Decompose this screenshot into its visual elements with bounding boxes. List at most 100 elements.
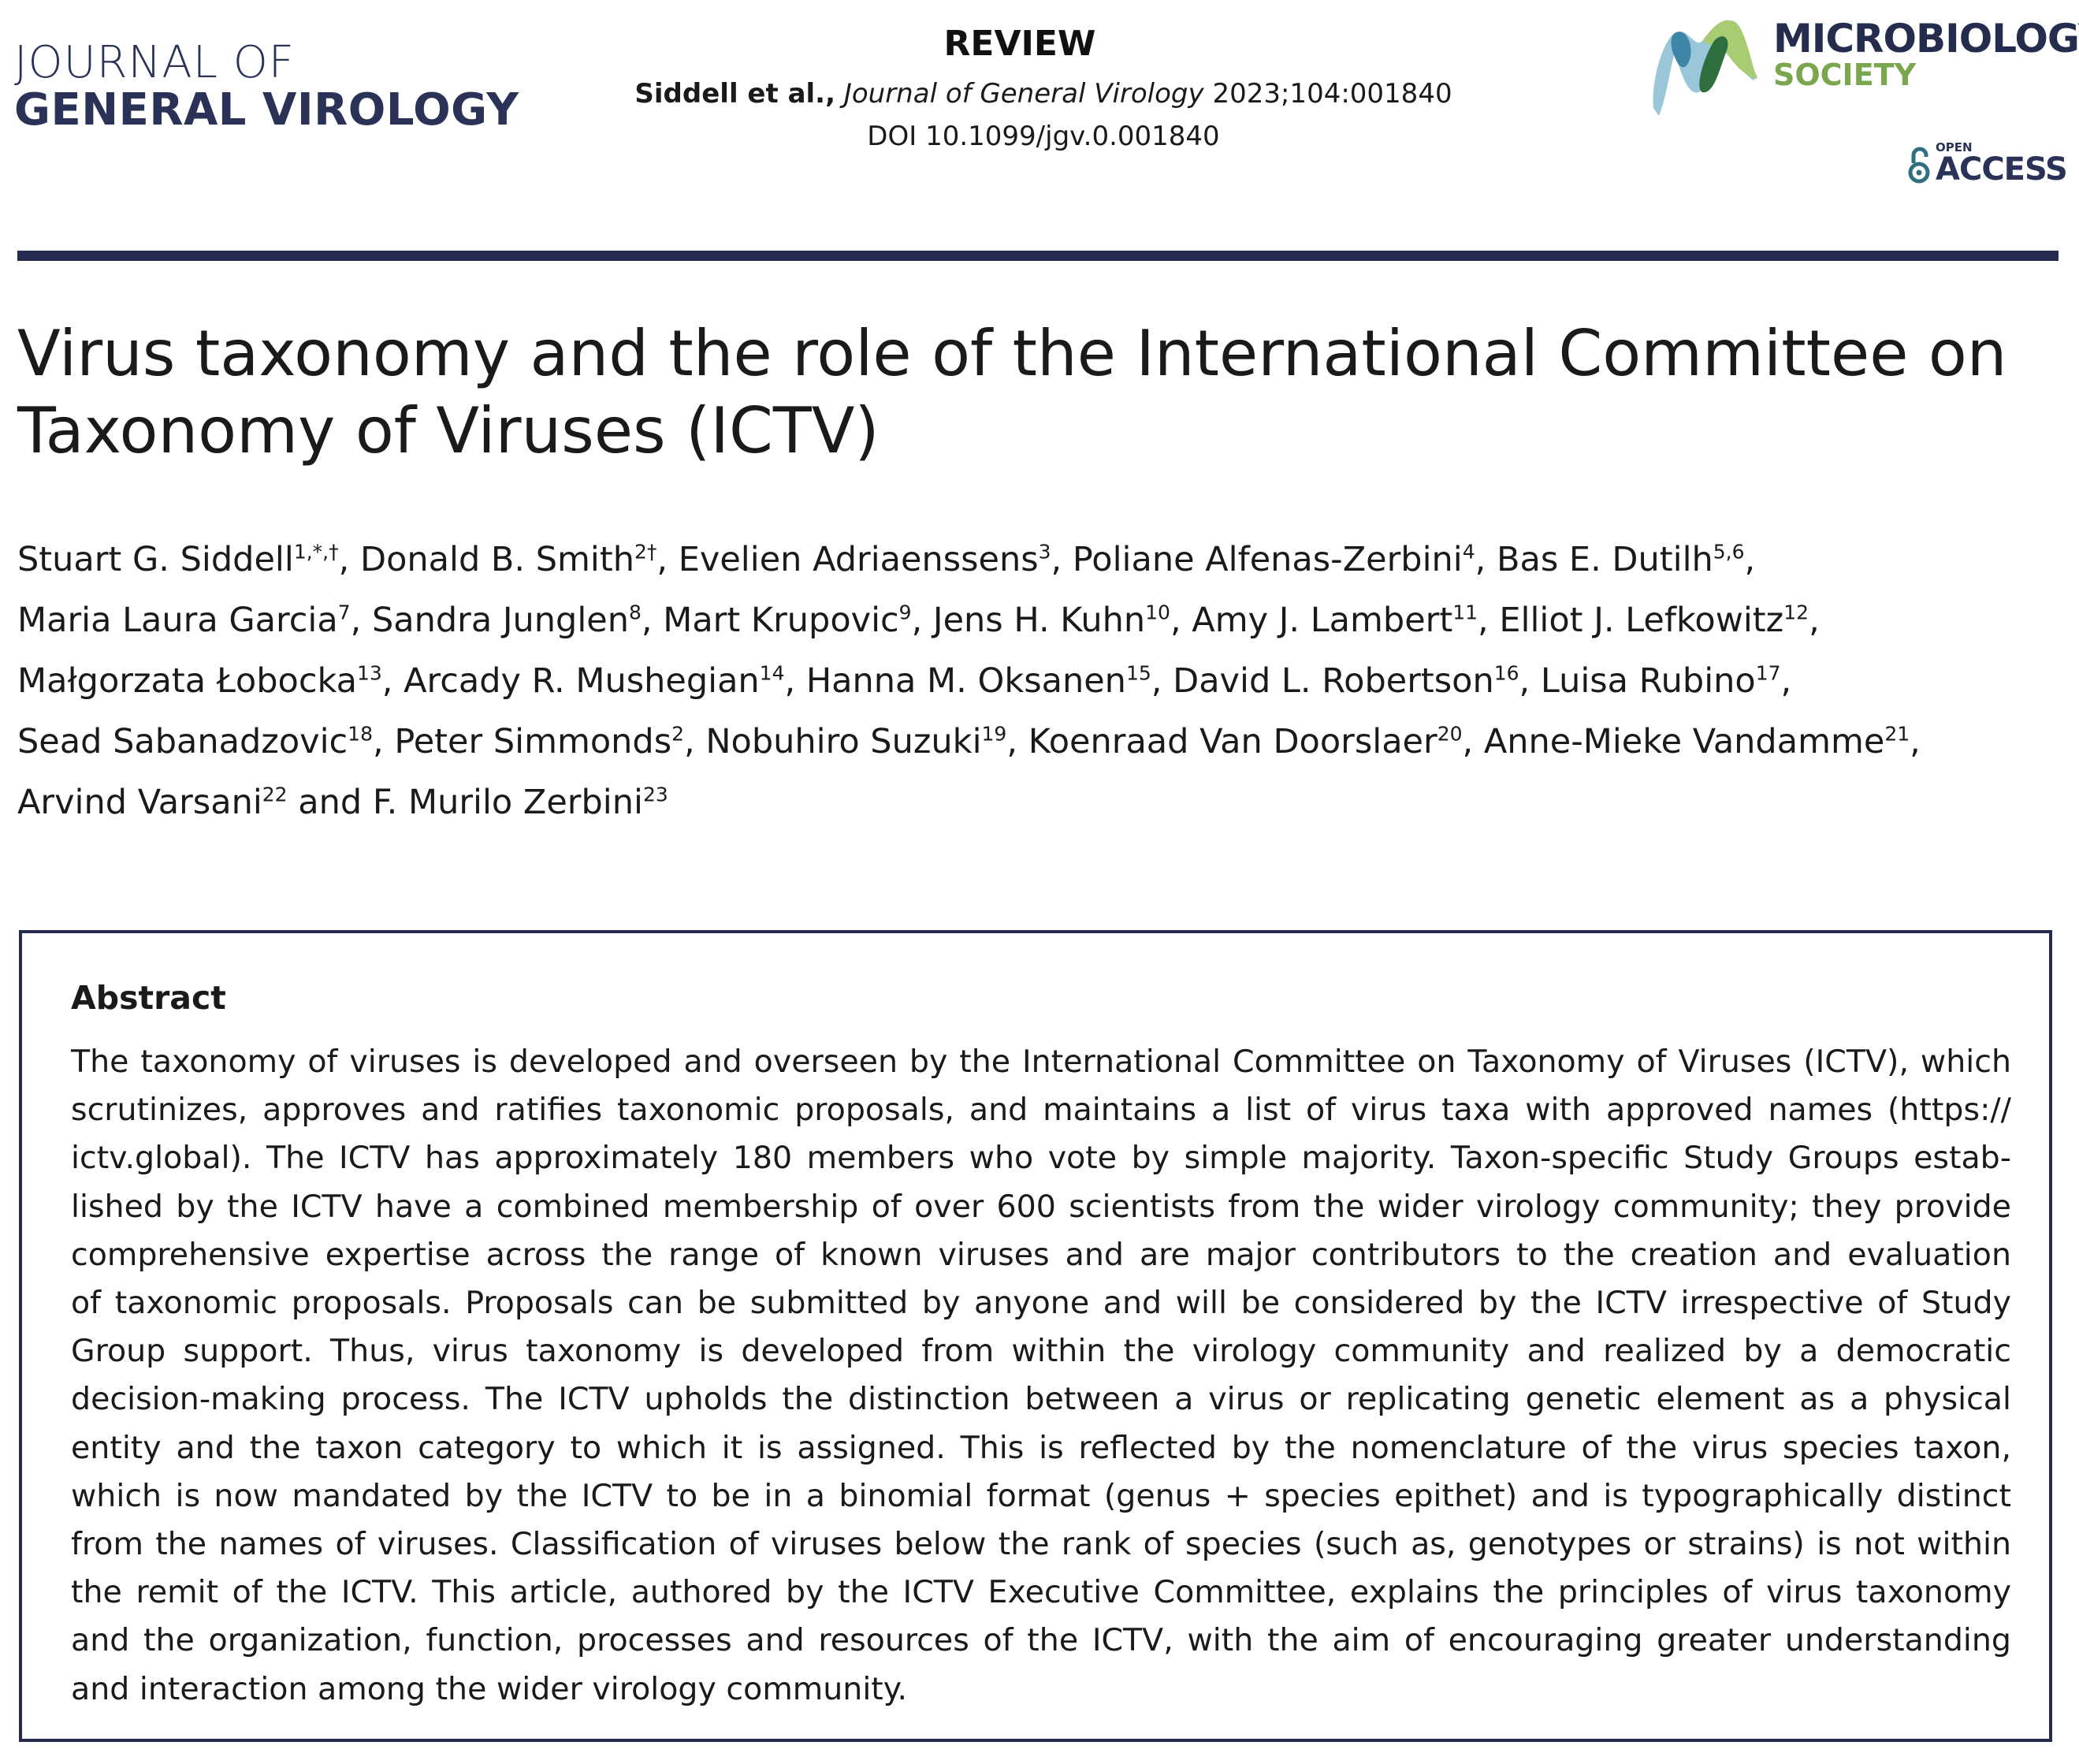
author-separator: ,: [1780, 661, 1802, 701]
author-name: Nobuhiro Suzuki: [705, 722, 982, 761]
author-separator: ,: [1170, 601, 1192, 640]
author-name: F. Murilo Zerbini: [372, 783, 643, 822]
author: Koenraad Van Doorslaer20,: [1028, 722, 1484, 761]
author-affiliation: 11: [1452, 601, 1478, 624]
author-name: Bas E. Dutilh: [1496, 540, 1713, 579]
author-name: Mart Krupovic: [663, 601, 899, 640]
journal-name-line1: JOURNAL OF: [14, 37, 295, 88]
author-name: Peter Simmonds: [394, 722, 672, 761]
author: Nobuhiro Suzuki19,: [705, 722, 1028, 761]
author-name: Poliane Alfenas-Zerbini: [1072, 540, 1463, 579]
author-separator: ,: [1006, 722, 1028, 761]
author-separator: ,: [684, 722, 706, 761]
author-affiliation: 9: [898, 601, 912, 624]
abstract-line: from the names of viruses. Classificatio…: [71, 1526, 2011, 1563]
author-affiliation: 13: [356, 661, 382, 685]
author-affiliation: 16: [1493, 661, 1519, 685]
publisher-name-line2: SOCIETY: [1773, 58, 1917, 92]
abstract-text: The taxonomy of viruses is developed and…: [71, 1038, 2011, 1714]
author: Bas E. Dutilh5,6,: [1497, 540, 1766, 579]
author-separator: ,: [1051, 540, 1073, 579]
abstract-line: The taxonomy of viruses is developed and…: [71, 1044, 2011, 1080]
author-separator: ,: [1478, 601, 1500, 640]
abstract-heading: Abstract: [71, 979, 226, 1017]
author-name: Sead Sabanadzovic: [17, 722, 348, 761]
author: Sandra Junglen8,: [372, 601, 663, 640]
author-name: Arvind Varsani: [17, 783, 262, 822]
author-affiliation: 5,6: [1713, 540, 1745, 564]
author: Anne-Mieke Vandamme21,: [1484, 722, 1932, 761]
abstract-line: of taxonomic proposals. Proposals can be…: [71, 1285, 2011, 1322]
abstract-line: and interaction among the wider virology…: [71, 1670, 908, 1707]
author-separator: ,: [350, 601, 372, 640]
author-name: Arcady R. Mushegian: [404, 661, 760, 701]
author-separator: ,: [1809, 601, 1831, 640]
author: F. Murilo Zerbini23: [373, 783, 668, 822]
author-name: Małgorzata Łobocka: [17, 661, 357, 701]
author-affiliation: 23: [642, 783, 668, 806]
author-name: Stuart G. Siddell: [17, 540, 294, 579]
publisher-logo-text: MICROBIOLOGY SOCIETY: [1773, 19, 2079, 90]
author-affiliation: 18: [348, 722, 373, 746]
author-affiliation: 10: [1145, 601, 1170, 624]
abstract-line: which is now mandated by the ICTV to be …: [71, 1477, 2011, 1514]
citation-journal: Journal of General Virology: [843, 78, 1204, 110]
author: Luisa Rubino17,: [1541, 661, 1802, 701]
abstract-box: Abstract The taxonomy of viruses is deve…: [19, 930, 2052, 1742]
author: Mart Krupovic9,: [663, 601, 933, 640]
author-affiliation: 2†: [634, 540, 657, 564]
author-name: David L. Robertson: [1173, 661, 1494, 701]
author-separator: ,: [1519, 661, 1541, 701]
author: Małgorzata Łobocka13,: [17, 661, 404, 701]
abstract-line: lished by the ICTV have a combined membe…: [71, 1188, 2011, 1225]
author: Evelien Adriaenssens3,: [679, 540, 1073, 579]
author-separator: ,: [1475, 540, 1497, 579]
citation-authors: Siddell et al.,: [634, 78, 836, 110]
author-separator: ,: [656, 540, 679, 579]
microbiology-society-logo-icon: [1653, 20, 1757, 116]
author: Jens H. Kuhn10,: [933, 601, 1192, 640]
abstract-line: decision-making process. The ICTV uphold…: [71, 1381, 2011, 1418]
author-name: Elliot J. Lefkowitz: [1499, 601, 1784, 640]
author: Donald B. Smith2†,: [360, 540, 679, 579]
author-affiliation: 12: [1783, 601, 1809, 624]
publisher-name-line1: MICROBIOLOGY: [1773, 16, 2079, 61]
author: Amy J. Lambert11,: [1192, 601, 1499, 640]
author-affiliation: 22: [262, 783, 288, 806]
author-name: Maria Laura Garcia: [17, 601, 338, 640]
author: Hanna M. Oksanen15,: [806, 661, 1173, 701]
author-affiliation: 2: [671, 722, 685, 746]
abstract-line: entity and the taxon category to which i…: [71, 1429, 2011, 1466]
author: Stuart G. Siddell1,*,†,: [17, 540, 360, 579]
open-access-small: OPEN: [1936, 140, 1973, 154]
article-title: Virus taxonomy and the role of the Inter…: [17, 317, 2007, 467]
author-affiliation: 1,*,†: [293, 540, 339, 564]
author-affiliation: 7: [337, 601, 351, 624]
author-name: Koenraad Van Doorslaer: [1028, 722, 1437, 761]
author: Arvind Varsani22 and: [17, 783, 373, 822]
author-name: Evelien Adriaenssens: [678, 540, 1039, 579]
author: Elliot J. Lefkowitz12,: [1499, 601, 1830, 640]
author-affiliation: 4: [1462, 540, 1475, 564]
author-separator: ,: [1151, 661, 1173, 701]
abstract-line: and the organization, function, processe…: [71, 1622, 2011, 1659]
author-separator: ,: [372, 722, 395, 761]
author-affiliation: 21: [1884, 722, 1910, 746]
author-separator: ,: [381, 661, 404, 701]
author-affiliation: 8: [628, 601, 642, 624]
author-name: Hanna M. Oksanen: [805, 661, 1126, 701]
author: Arcady R. Mushegian14,: [404, 661, 806, 701]
author-name: Amy J. Lambert: [1192, 601, 1453, 640]
author-separator: ,: [1910, 722, 1932, 761]
author-affiliation: 15: [1125, 661, 1151, 685]
author-affiliation: 19: [981, 722, 1007, 746]
abstract-line: ictv.global). The ICTV has approximately…: [71, 1140, 2011, 1177]
citation: Siddell et al., Journal of General Virol…: [8, 78, 2079, 110]
article-header: REVIEW Siddell et al., Journal of Genera…: [0, 24, 2079, 152]
author-list: Stuart G. Siddell1,*,†, Donald B. Smith2…: [17, 530, 2051, 833]
author-separator: ,: [1462, 722, 1484, 761]
doi[interactable]: DOI 10.1099/jgv.0.001840: [867, 121, 1220, 152]
author-separator: and: [287, 783, 373, 822]
abstract-line: Group support. Thus, virus taxonomy is d…: [71, 1333, 2011, 1370]
author-separator: ,: [1744, 540, 1766, 579]
